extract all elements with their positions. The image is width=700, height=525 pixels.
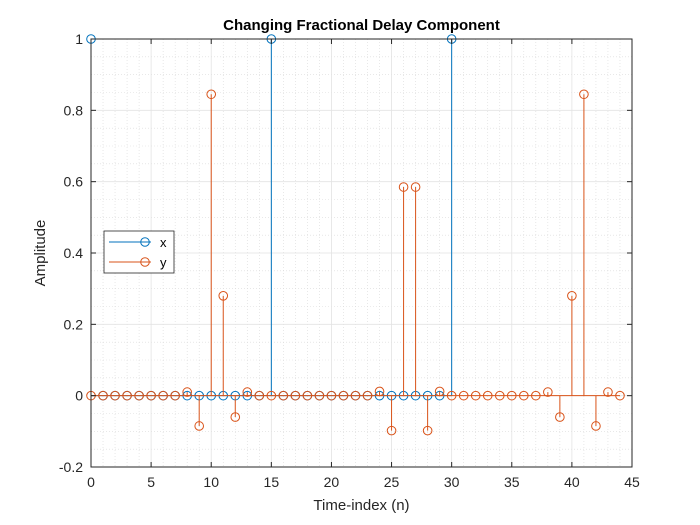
series-y-marker xyxy=(374,386,385,397)
series-y-marker xyxy=(422,425,433,436)
legend-box xyxy=(103,230,175,274)
x-tick-label: 20 xyxy=(324,474,340,490)
legend: xy xyxy=(103,230,175,274)
x-tick-label: 30 xyxy=(444,474,460,490)
x-tick-label: 45 xyxy=(624,474,640,490)
y-tick-label: 0.8 xyxy=(64,102,84,118)
series-y-marker xyxy=(446,390,457,401)
series-y-marker xyxy=(122,390,132,401)
y-axis-label: Amplitude xyxy=(32,220,49,287)
y-tick-label: 1 xyxy=(75,31,83,47)
series-y-marker xyxy=(194,421,204,431)
series-y-marker xyxy=(506,390,517,401)
series-y-marker xyxy=(218,291,229,301)
series-y-marker xyxy=(470,390,481,401)
series-y-marker xyxy=(146,390,156,401)
series-y-marker xyxy=(230,412,241,422)
series-y-marker xyxy=(314,390,325,401)
series-y-marker xyxy=(278,390,289,401)
series-y-marker xyxy=(579,89,589,100)
y-tick-label: 0.2 xyxy=(64,316,84,332)
x-axis-label: Time-index (n) xyxy=(313,497,409,514)
series-y-marker xyxy=(110,390,120,401)
y-tick-label: -0.2 xyxy=(59,459,83,475)
x-tick-label: 40 xyxy=(564,474,580,490)
series-y-marker xyxy=(531,390,541,401)
series-y-marker xyxy=(170,390,180,401)
series-y-marker xyxy=(519,390,529,401)
series-y-marker xyxy=(242,387,253,397)
axis-ticks xyxy=(90,38,633,468)
series-y-marker xyxy=(494,390,505,401)
series-y-marker xyxy=(543,387,553,397)
minor-grid xyxy=(91,39,632,467)
series-y-marker xyxy=(386,425,397,436)
series-y-marker xyxy=(338,390,349,401)
series-y-marker xyxy=(290,390,301,401)
legend-label-x: x xyxy=(160,235,167,250)
series-y-marker xyxy=(134,390,144,401)
y-tick-label: 0.6 xyxy=(64,174,84,190)
x-tick-label: 25 xyxy=(384,474,400,490)
legend-marker-x xyxy=(140,237,150,247)
legend-label-y: y xyxy=(160,255,167,270)
series-y-marker xyxy=(555,412,565,422)
series-y-marker xyxy=(398,182,409,192)
x-tick-label: 15 xyxy=(264,474,280,490)
chart-title: Changing Fractional Delay Component xyxy=(223,17,500,34)
series-layer xyxy=(86,34,625,436)
series-y-marker xyxy=(434,386,445,397)
series-y-marker xyxy=(362,390,373,401)
x-tick-label: 35 xyxy=(504,474,520,490)
x-tick-label: 5 xyxy=(147,474,155,490)
series-y-marker xyxy=(350,390,361,401)
y-tick-label: 0.4 xyxy=(64,245,84,261)
series-y-marker xyxy=(591,421,601,431)
series-y-marker xyxy=(254,390,265,401)
series-y-marker xyxy=(482,390,493,401)
series-y-marker xyxy=(615,390,625,401)
y-tick-label: 0 xyxy=(75,388,83,404)
legend-marker-y xyxy=(140,257,150,267)
series-y-marker xyxy=(326,390,337,401)
series-y-marker xyxy=(603,387,613,397)
series-y-marker xyxy=(158,390,168,401)
series-y-marker xyxy=(206,89,217,100)
series-y-marker xyxy=(98,390,108,401)
series-y-marker xyxy=(410,182,421,192)
series-y-marker xyxy=(266,390,277,401)
x-tick-label: 10 xyxy=(203,474,219,490)
tick-labels: 0 5 10 15 20 25 30 35 40 45-0.200.20.40.60.81 xyxy=(59,31,640,490)
series-y-marker xyxy=(567,291,577,301)
series-y-marker xyxy=(458,390,469,401)
series-y xyxy=(86,89,625,436)
x-tick-label: 0 xyxy=(87,474,95,490)
series-y-marker xyxy=(302,390,313,401)
series-y-marker xyxy=(182,387,192,397)
